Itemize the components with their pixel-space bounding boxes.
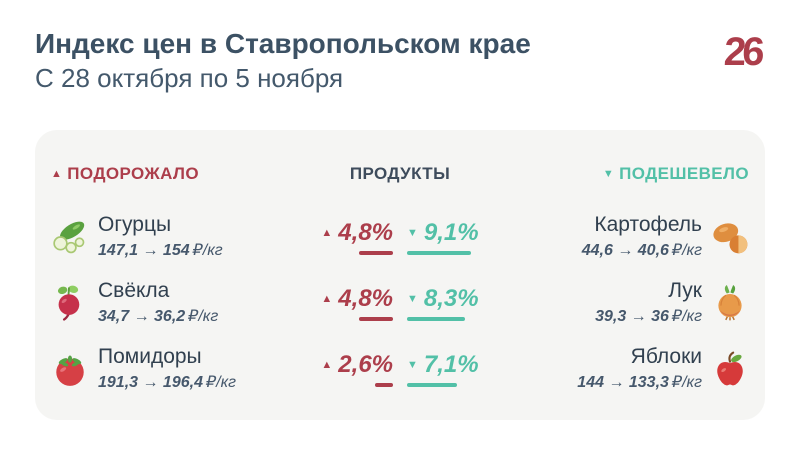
price-values: 34,7 → 36,2 [98, 307, 186, 325]
product-row-2: Свёкла 34,7 → 36,2 ₽/кг ▲ 4,8% ▼ [51, 280, 749, 326]
decrease-bar [407, 383, 457, 387]
product-row-3: Помидоры 191,3 → 196,4 ₽/кг ▲ 2,6% [51, 346, 749, 392]
potato-icon [711, 218, 749, 256]
increased-section-header: ▲ ПОДОРОЖАЛО [51, 164, 291, 184]
increase-percent: ▲ 4,8% [291, 219, 400, 255]
decrease-percent: ▼ 8,3% [400, 285, 509, 321]
beet-icon [51, 284, 89, 322]
price-unit: ₽/кг [188, 307, 219, 325]
up-triangle-icon: ▲ [321, 293, 333, 305]
product-name: Яблоки [630, 345, 702, 369]
product-name: Картофель [594, 213, 702, 237]
decreased-header-label: ПОДЕШЕВЕЛО [619, 164, 749, 183]
decreased-section-header: ▼ ПОДЕШЕВЕЛО [509, 164, 749, 184]
product-price-change: 44,6 → 40,6 ₽/кг [582, 240, 702, 260]
increased-header-label: ПОДОРОЖАЛО [67, 164, 199, 183]
percent-value: 8,3% [423, 285, 479, 312]
decrease-percent: ▼ 7,1% [400, 351, 509, 387]
percent-value: 4,8% [338, 219, 393, 246]
product-info: Помидоры 191,3 → 196,4 ₽/кг [98, 346, 236, 391]
percent-value: 2,6% [338, 351, 393, 378]
apple-icon [711, 350, 749, 388]
percent-value: 9,1% [423, 219, 479, 246]
product-info: Яблоки 144 → 133,3 ₽/кг [577, 346, 702, 391]
product-price-change: 147,1 → 154 ₽/кг [98, 240, 223, 260]
increase-bar [375, 383, 393, 387]
price-unit: ₽/кг [671, 307, 702, 325]
price-values: 147,1 → 154 [98, 241, 190, 259]
product-info: Лук 39,3 → 36 ₽/кг [595, 280, 702, 325]
increase-bar [359, 317, 393, 321]
product-decreased-apples: Яблоки 144 → 133,3 ₽/кг [509, 346, 749, 391]
product-name: Свёкла [98, 279, 170, 303]
product-price-change: 144 → 133,3 ₽/кг [577, 372, 702, 392]
product-row-1: Огурцы 147,1 → 154 ₽/кг ▲ 4,8% ▼ [51, 214, 749, 260]
price-unit: ₽/кг [671, 373, 702, 391]
up-triangle-icon: ▲ [51, 168, 63, 180]
product-price-change: 34,7 → 36,2 ₽/кг [98, 306, 218, 326]
product-increased-beets: Свёкла 34,7 → 36,2 ₽/кг [51, 280, 291, 325]
percent-value: 7,1% [423, 351, 479, 378]
card-body: Огурцы 147,1 → 154 ₽/кг ▲ 4,8% ▼ [51, 214, 749, 392]
card-header-row: ▲ ПОДОРОЖАЛО ПРОДУКТЫ ▼ ПОДЕШЕВЕЛО [51, 164, 749, 184]
page-title: Индекс цен в Ставропольском крае [35, 28, 531, 59]
price-values: 191,3 → 196,4 [98, 373, 203, 391]
price-unit: ₽/кг [192, 241, 223, 259]
product-name: Лук [668, 279, 702, 303]
product-price-change: 39,3 → 36 ₽/кг [595, 306, 702, 326]
price-values: 44,6 → 40,6 [581, 241, 669, 259]
price-index-card: ▲ ПОДОРОЖАЛО ПРОДУКТЫ ▼ ПОДЕШЕВЕЛО [35, 130, 765, 420]
page-subtitle: С 28 октября по 5 ноября [35, 63, 344, 94]
product-name: Помидоры [98, 345, 202, 369]
onion-icon [711, 284, 749, 322]
product-increased-cucumbers: Огурцы 147,1 → 154 ₽/кг [51, 214, 291, 259]
title-block: Индекс цен в Ставропольском крае С 28 ок… [35, 28, 531, 94]
price-values: 39,3 → 36 [595, 307, 669, 325]
product-name: Огурцы [98, 213, 172, 237]
product-increased-tomatoes: Помидоры 191,3 → 196,4 ₽/кг [51, 346, 291, 391]
decrease-percent: ▼ 9,1% [400, 219, 509, 255]
product-price-change: 191,3 → 196,4 ₽/кг [98, 372, 236, 392]
up-triangle-icon: ▲ [321, 227, 333, 239]
pobeda26-logo: 26 [722, 30, 762, 74]
increase-percent: ▲ 4,8% [291, 285, 400, 321]
product-decreased-onions: Лук 39,3 → 36 ₽/кг [509, 280, 749, 325]
decrease-bar [407, 317, 465, 321]
products-header: ПРОДУКТЫ [349, 164, 451, 183]
product-info: Огурцы 147,1 → 154 ₽/кг [98, 214, 223, 259]
down-triangle-icon: ▼ [407, 227, 418, 239]
down-triangle-icon: ▼ [407, 293, 418, 305]
up-triangle-icon: ▲ [321, 359, 333, 371]
down-triangle-icon: ▼ [602, 168, 615, 180]
down-triangle-icon: ▼ [407, 359, 418, 371]
price-unit: ₽/кг [671, 241, 702, 259]
decrease-bar [407, 251, 471, 255]
cucumber-icon [51, 218, 89, 256]
increase-percent: ▲ 2,6% [291, 351, 400, 387]
page-header: Индекс цен в Ставропольском крае С 28 ок… [0, 0, 800, 94]
product-info: Картофель 44,6 → 40,6 ₽/кг [582, 214, 702, 259]
tomato-icon [51, 350, 89, 388]
price-values: 144 → 133,3 [577, 373, 669, 391]
percent-value: 4,8% [338, 285, 393, 312]
product-info: Свёкла 34,7 → 36,2 ₽/кг [98, 280, 218, 325]
price-unit: ₽/кг [205, 373, 237, 391]
increase-bar [359, 251, 393, 255]
product-decreased-potatoes: Картофель 44,6 → 40,6 ₽/кг [509, 214, 749, 259]
